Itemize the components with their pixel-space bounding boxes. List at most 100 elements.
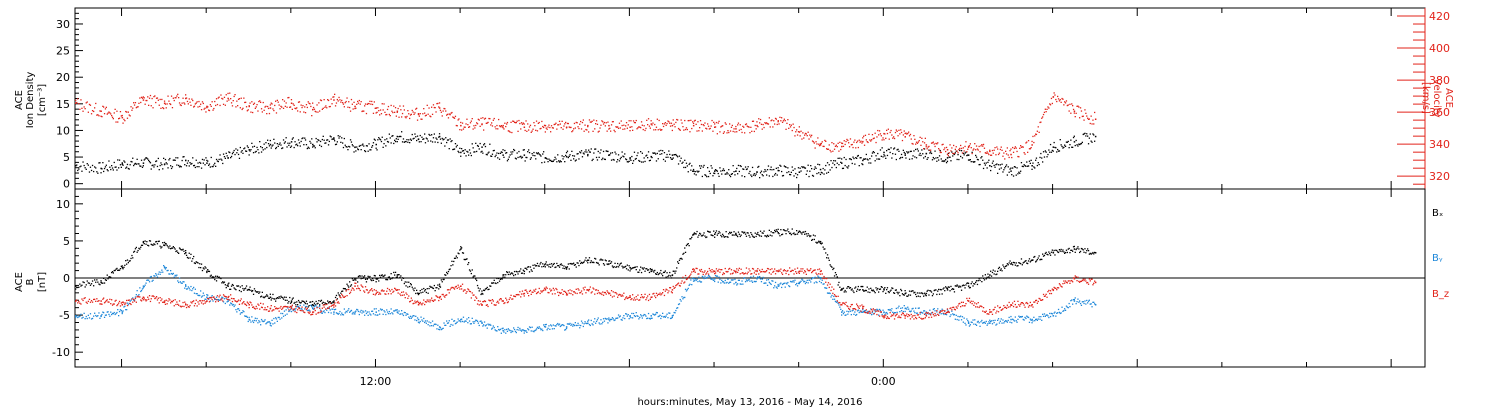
by-series-point: [483, 324, 485, 326]
by-series-point: [1053, 312, 1055, 314]
density-series-point: [1064, 144, 1066, 146]
by-series-point: [569, 322, 571, 325]
by-series-point: [676, 307, 678, 309]
density-series-point: [923, 148, 926, 150]
by-series-point: [629, 316, 631, 318]
density-series-point: [1011, 174, 1013, 176]
density-series-point: [1035, 157, 1038, 159]
density-series-point: [319, 140, 322, 143]
bz-series: [75, 267, 1097, 320]
by-series-point: [899, 311, 901, 313]
velocity-series-point: [535, 129, 537, 131]
bx-series-point: [486, 286, 488, 289]
by-series-point: [961, 316, 964, 318]
bx-series-point: [822, 246, 824, 248]
density-series-point: [1073, 135, 1075, 137]
velocity-series-point: [1002, 155, 1004, 157]
velocity-series-point: [477, 118, 479, 120]
bx-series-point: [818, 241, 821, 243]
density-series-point: [623, 156, 625, 158]
bx-series-point: [415, 292, 417, 295]
by-series-point: [551, 328, 554, 330]
density-series-point: [683, 166, 685, 169]
by-series-point: [317, 306, 319, 308]
density-series-point: [904, 152, 906, 155]
by-series-point: [825, 287, 827, 289]
by-series-point: [338, 312, 340, 315]
by-series-point: [920, 311, 922, 313]
density-series-point: [400, 135, 402, 138]
velocity-series-point: [84, 108, 86, 110]
velocity-series-point: [291, 108, 293, 110]
by-series-point: [770, 283, 772, 285]
density-series-point: [870, 162, 872, 164]
density-series-point: [744, 176, 746, 178]
by-series-point: [788, 285, 790, 287]
density-series-point: [986, 167, 988, 169]
density-series-point: [747, 166, 749, 168]
bx-series-point: [863, 290, 866, 292]
by-series-point: [650, 317, 652, 319]
velocity-series-point: [816, 143, 818, 145]
by-series-point: [507, 328, 509, 330]
by-series-point: [357, 309, 359, 311]
bx-series-point: [111, 271, 114, 273]
by-series-point: [460, 321, 462, 323]
bx-series-point: [114, 269, 116, 272]
velocity-series-point: [649, 127, 651, 129]
bx-series-point: [743, 232, 745, 234]
density-series-point: [743, 168, 745, 170]
velocity-series-point: [286, 106, 288, 108]
velocity-series-point: [712, 130, 714, 132]
by-series-point: [903, 305, 905, 307]
by-series-point: [255, 320, 257, 322]
velocity-series-point: [855, 147, 857, 149]
by-series-point: [1034, 320, 1036, 322]
bx-series-point: [1020, 258, 1023, 260]
density-series-point: [182, 156, 184, 158]
velocity-series-point: [157, 99, 159, 101]
density-series-point: [983, 162, 986, 164]
velocity-series-point: [268, 112, 271, 115]
velocity-series-point: [1073, 112, 1075, 114]
velocity-series-point: [269, 104, 271, 106]
velocity-series-point: [658, 119, 660, 122]
bx-series-point: [908, 290, 911, 292]
density-series-point: [988, 159, 990, 161]
bx-series-point: [667, 275, 669, 278]
velocity-series-point: [335, 102, 338, 104]
density-series-point: [163, 163, 166, 165]
density-series-point: [730, 173, 733, 175]
density-series-point: [305, 144, 308, 146]
density-series-point: [813, 168, 815, 170]
field-tick-label: -10: [52, 346, 70, 359]
density-series-point: [416, 135, 419, 137]
by-series-point: [573, 324, 576, 327]
bx-series-point: [392, 277, 394, 279]
bx-series-point: [948, 286, 950, 288]
by-series-point: [119, 309, 122, 311]
density-series-point: [75, 165, 77, 167]
bx-series-point: [344, 288, 346, 290]
by-series-point: [693, 280, 696, 282]
velocity-series-point: [742, 125, 744, 127]
density-series-point: [603, 158, 606, 160]
bx-series-point: [271, 297, 273, 299]
density-series-point: [216, 160, 219, 162]
density-series-point: [804, 167, 807, 169]
by-series-point: [161, 269, 163, 271]
velocity-series-point: [1075, 112, 1077, 114]
density-series-point: [707, 167, 709, 169]
bx-series-point: [991, 271, 994, 274]
by-series-point: [449, 325, 451, 327]
bx-series-point: [141, 244, 144, 246]
density-series-point: [1045, 151, 1047, 153]
bx-series-point: [387, 276, 390, 278]
by-series-point: [692, 277, 694, 280]
bx-series-point: [436, 287, 438, 289]
density-series-point: [800, 170, 802, 172]
density-series-point: [1048, 149, 1050, 151]
velocity-series-point: [446, 114, 448, 116]
density-series-point: [253, 145, 256, 147]
velocity-series-point: [252, 111, 254, 114]
